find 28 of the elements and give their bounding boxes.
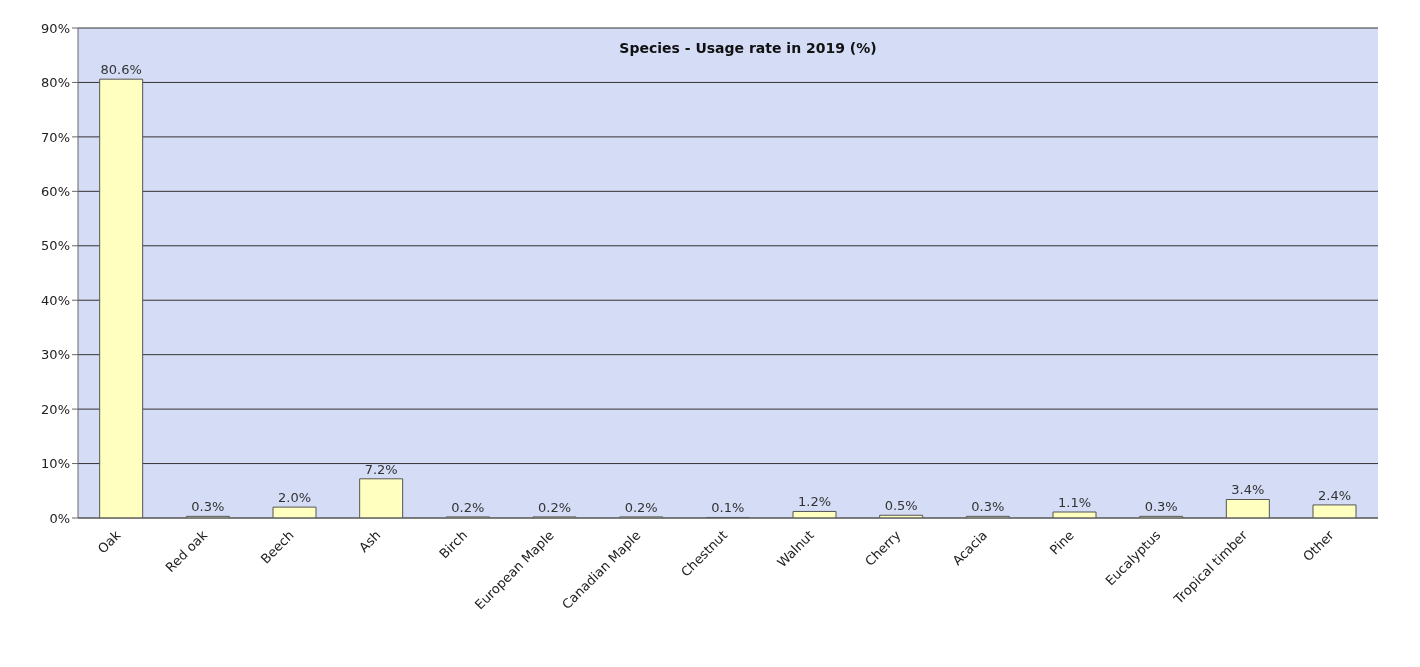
x-tick-label: Oak [94, 527, 124, 557]
y-tick-label: 50% [41, 238, 70, 254]
y-tick-label: 10% [41, 456, 70, 472]
data-label: 2.4% [1317, 487, 1352, 503]
y-tick-label: 70% [41, 129, 70, 145]
y-tick-label: 20% [41, 401, 70, 417]
data-label: 0.3% [1144, 499, 1178, 515]
data-label: 0.2% [624, 499, 658, 515]
data-label: 0.5% [884, 498, 918, 514]
data-label: 3.4% [1231, 482, 1265, 498]
data-label: 2.0% [277, 490, 312, 506]
data-label: 1.1% [1057, 495, 1092, 511]
text: Species - Usage rate in 2019 (%) [619, 40, 877, 56]
data-label: 0.1% [711, 500, 745, 516]
y-tick-label: 40% [41, 292, 70, 308]
data-label: 1.2% [797, 494, 832, 510]
data-label: 0.2% [451, 499, 485, 515]
data-label: 0.2% [537, 499, 572, 515]
y-tick-label: 30% [41, 347, 70, 363]
data-label: 0.3% [971, 499, 1005, 515]
data-label: 7.2% [364, 461, 398, 477]
y-tick-label: 90% [41, 20, 70, 36]
data-label: 0.3% [191, 499, 225, 515]
data-label: 80.6% [100, 62, 142, 78]
y-tick-label: 60% [41, 183, 70, 199]
y-tick-label: 0% [49, 510, 70, 526]
x-tick-label: Ash [355, 527, 384, 556]
y-tick-label: 80% [41, 75, 70, 91]
